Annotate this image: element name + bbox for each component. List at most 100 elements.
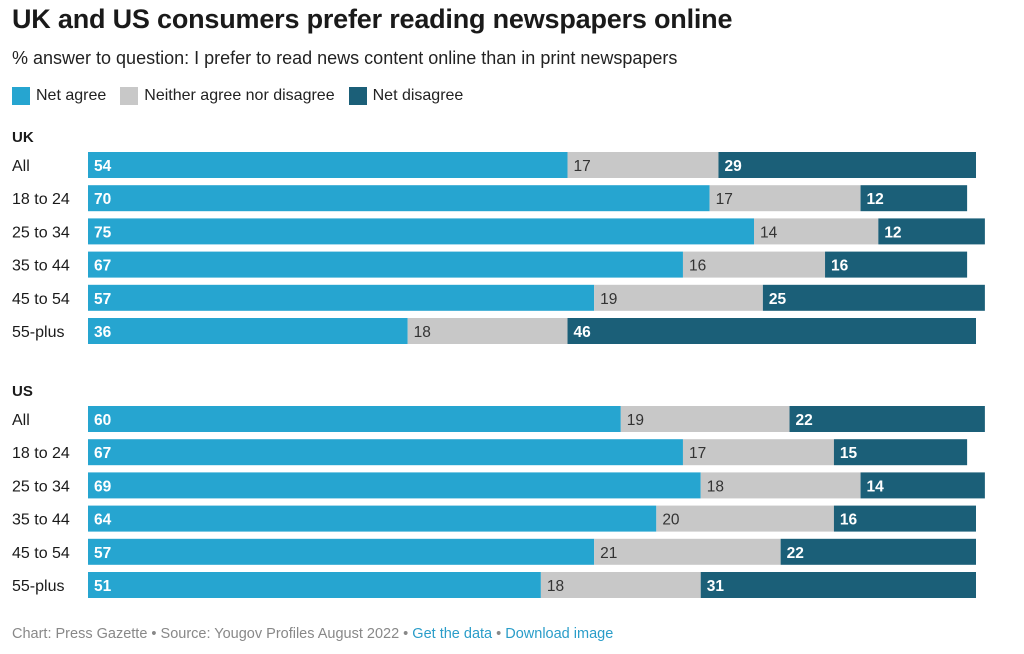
data-label: 36 <box>94 324 112 341</box>
data-label: 14 <box>867 478 885 495</box>
bar-uk-55-plus-neither-agree-nor-disagree <box>407 318 568 344</box>
data-label: 16 <box>831 258 849 275</box>
data-label: 29 <box>724 158 742 175</box>
bar-us-25-to-34-neither-agree-nor-disagree <box>700 472 861 499</box>
bar-us-55-plus-net-disagree <box>700 572 976 598</box>
bar-us-35-to-44-neither-agree-nor-disagree <box>656 505 834 532</box>
legend-item-net-agree: Net agree <box>12 87 106 105</box>
bar-us-35-to-44-net-disagree <box>833 505 976 532</box>
group-label-us: US <box>12 383 33 400</box>
data-label: 18 <box>707 478 724 495</box>
data-label: 75 <box>94 224 112 241</box>
data-label: 60 <box>94 412 111 429</box>
data-label: 16 <box>840 512 858 529</box>
data-label: 14 <box>760 224 778 241</box>
group-label-uk: UK <box>12 129 34 146</box>
data-label: 19 <box>627 412 644 429</box>
data-label: 15 <box>840 445 858 462</box>
bar-us-55-plus-net-agree <box>88 572 541 598</box>
data-label: 46 <box>574 324 592 341</box>
data-label: 17 <box>574 158 591 175</box>
bar-uk-18-to-24-net-agree <box>88 185 710 212</box>
bar-uk-all-neither-agree-nor-disagree <box>567 152 719 178</box>
footer-separator: • <box>492 626 506 642</box>
bar-uk-25-to-34-net-agree <box>88 218 754 245</box>
bar-us-45-to-54-net-disagree <box>780 538 976 565</box>
data-label: 70 <box>94 191 111 208</box>
bar-us-35-to-44-net-agree <box>88 505 657 532</box>
bar-uk-35-to-44-net-disagree <box>825 251 968 278</box>
download-image-link[interactable]: Download image <box>505 626 614 642</box>
data-label: 18 <box>414 324 431 341</box>
data-label: 31 <box>707 578 725 595</box>
bar-uk-55-plus-net-disagree <box>567 318 976 344</box>
legend-swatch-neither <box>120 87 139 105</box>
data-label: 19 <box>600 291 617 308</box>
footer: Chart: Press Gazette • Source: Yougov Pr… <box>12 626 613 642</box>
data-label: 22 <box>796 412 813 429</box>
bar-uk-55-plus-net-agree <box>88 318 408 344</box>
category-label: 55-plus <box>12 578 64 595</box>
data-label: 54 <box>94 158 112 175</box>
category-label: All <box>12 158 30 175</box>
bar-uk-35-to-44-neither-agree-nor-disagree <box>682 251 826 278</box>
bar-us-25-to-34-net-agree <box>88 472 701 499</box>
category-label: 18 to 24 <box>12 445 70 462</box>
legend-label-neither: Neither agree nor disagree <box>144 87 335 104</box>
legend-item-net-disagree: Net disagree <box>348 87 464 105</box>
category-label: All <box>12 412 30 429</box>
data-label: 67 <box>94 445 111 462</box>
footer-separator: • <box>147 626 161 642</box>
bar-uk-25-to-34-neither-agree-nor-disagree <box>754 218 879 245</box>
bar-us-55-plus-neither-agree-nor-disagree <box>540 572 701 598</box>
bar-us-25-to-34-net-disagree <box>860 472 985 499</box>
stacked-bar-chart: UK All 54 17 29 18 to 24 70 17 12 25 to 34 75 14 12 3… <box>12 129 985 598</box>
data-label: 12 <box>884 224 901 241</box>
bar-uk-25-to-34-net-disagree <box>878 218 985 245</box>
data-label: 22 <box>787 545 804 562</box>
data-label: 69 <box>94 478 112 495</box>
bar-us-18-to-24-net-agree <box>88 439 683 466</box>
bar-uk-45-to-54-neither-agree-nor-disagree <box>594 284 763 311</box>
category-label: 45 to 54 <box>12 545 70 562</box>
legend-swatch-net-disagree <box>348 87 367 105</box>
bar-us-all-net-agree <box>88 406 621 432</box>
get-the-data-link[interactable]: Get the data <box>412 626 493 642</box>
data-label: 18 <box>547 578 564 595</box>
data-label: 16 <box>689 258 706 275</box>
bar-uk-18-to-24-net-disagree <box>860 185 968 212</box>
legend-swatch-net-agree <box>12 87 30 105</box>
bar-uk-18-to-24-neither-agree-nor-disagree <box>709 185 861 212</box>
chart-title: UK and US consumers prefer reading newsp… <box>12 4 733 34</box>
data-label: 20 <box>662 512 680 529</box>
footer-separator: • <box>399 626 413 642</box>
data-label: 51 <box>94 578 112 595</box>
bar-us-18-to-24-neither-agree-nor-disagree <box>682 439 834 466</box>
data-label: 25 <box>769 291 787 308</box>
category-label: 18 to 24 <box>12 191 70 208</box>
data-label: 67 <box>94 258 111 275</box>
footer-credit: Chart: Press Gazette <box>12 626 148 642</box>
bar-uk-45-to-54-net-agree <box>88 284 595 311</box>
bar-uk-45-to-54-net-disagree <box>762 284 985 311</box>
bar-uk-35-to-44-net-agree <box>88 251 683 278</box>
bar-us-18-to-24-net-disagree <box>833 439 968 466</box>
data-label: 17 <box>716 191 733 208</box>
category-label: 25 to 34 <box>12 478 70 495</box>
data-label: 57 <box>94 545 111 562</box>
data-label: 17 <box>689 445 706 462</box>
bar-us-all-neither-agree-nor-disagree <box>620 406 790 432</box>
category-label: 35 to 44 <box>12 258 70 275</box>
legend-label-net-agree: Net agree <box>36 87 107 104</box>
legend: Net agree Neither agree nor disagree Net… <box>12 87 463 105</box>
bar-us-45-to-54-net-agree <box>88 538 595 565</box>
data-label: 57 <box>94 291 111 308</box>
legend-label-net-disagree: Net disagree <box>372 87 464 104</box>
chart-subtitle: % answer to question: I prefer to read n… <box>12 48 678 68</box>
category-label: 25 to 34 <box>12 224 70 241</box>
data-label: 64 <box>94 512 112 529</box>
legend-item-neither: Neither agree nor disagree <box>120 87 335 105</box>
bar-uk-all-net-agree <box>88 152 568 178</box>
category-label: 55-plus <box>12 324 64 341</box>
category-label: 45 to 54 <box>12 291 70 308</box>
